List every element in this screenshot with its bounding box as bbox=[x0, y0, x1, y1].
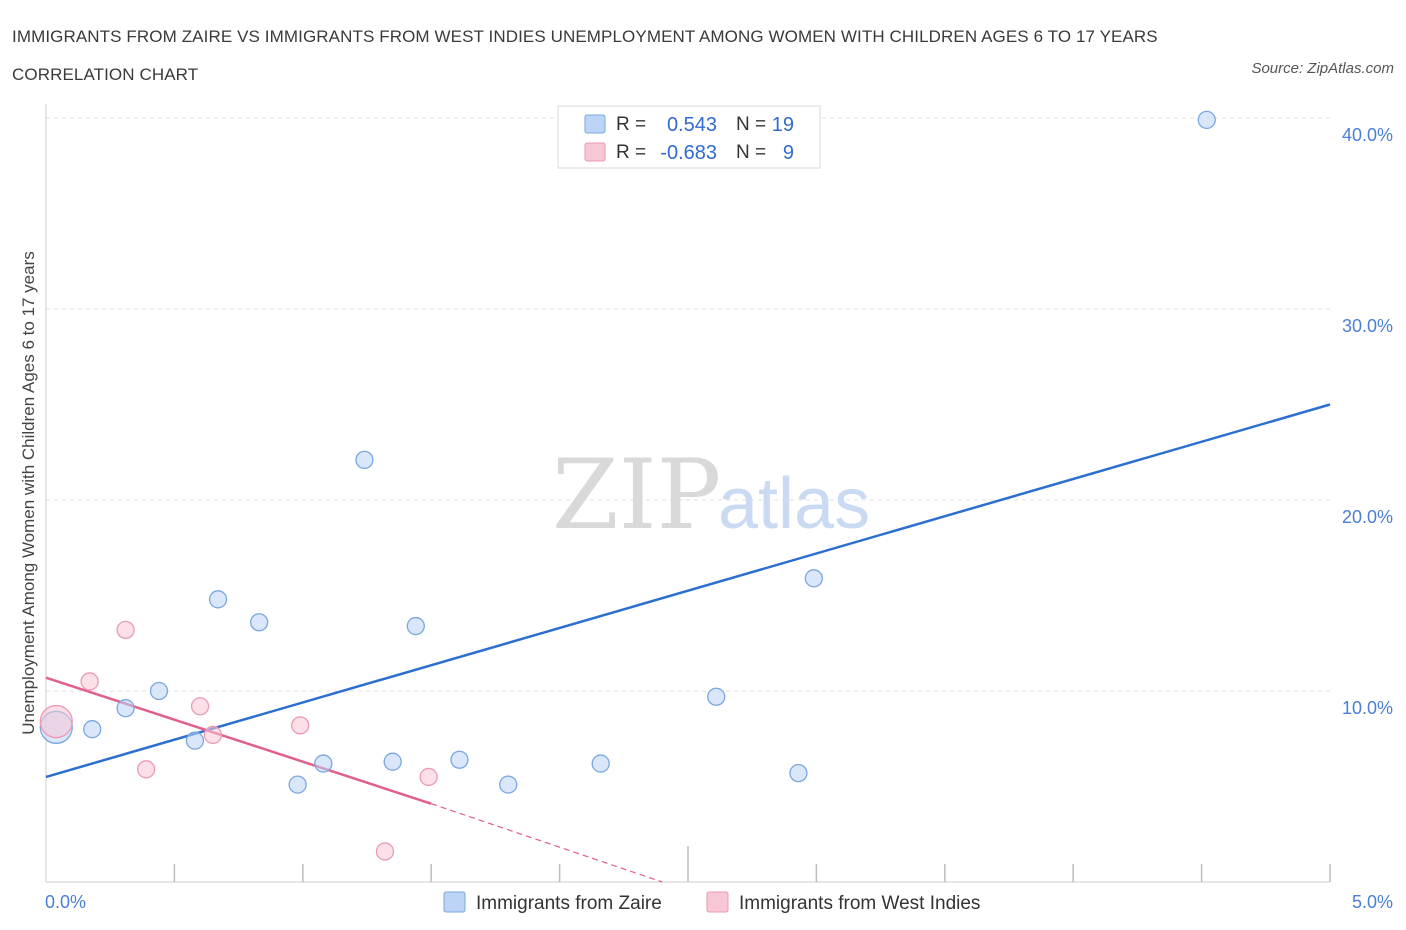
source-label: Source: ZipAtlas.com bbox=[1251, 60, 1394, 77]
series-legend: Immigrants from Zaire Immigrants from We… bbox=[443, 891, 980, 914]
data-point-zaire bbox=[591, 754, 610, 773]
data-point-westindies bbox=[137, 760, 156, 779]
data-point-westindies bbox=[203, 725, 223, 745]
data-point-zaire bbox=[1197, 110, 1216, 130]
watermark-zip: ZIP bbox=[552, 439, 721, 551]
trend-line-zaire bbox=[45, 403, 1331, 779]
data-point-westindies bbox=[80, 672, 99, 691]
series-legend-swatch-westindies bbox=[706, 891, 729, 913]
trend-lines bbox=[45, 403, 1331, 883]
series-legend-swatch-zaire bbox=[443, 891, 466, 913]
series-legend-label-zaire: Immigrants from Zaire bbox=[476, 893, 662, 914]
data-point-zaire bbox=[499, 775, 518, 794]
legend-swatch-westindies bbox=[584, 142, 606, 162]
data-point-zaire bbox=[149, 681, 169, 701]
data-point-westindies bbox=[190, 697, 210, 716]
data-point-zaire bbox=[314, 754, 333, 773]
x-tick-label-max: 5.0% bbox=[1352, 892, 1393, 912]
data-point-westindies bbox=[291, 716, 310, 735]
data-point-zaire bbox=[249, 613, 269, 632]
y-axis-label: Unemployment Among Women with Children A… bbox=[19, 251, 38, 735]
chart-title: IMMIGRANTS FROM ZAIRE VS IMMIGRANTS FROM… bbox=[12, 27, 1158, 84]
gridlines bbox=[46, 117, 1330, 692]
legend-n-label-1: N = bbox=[736, 114, 766, 135]
legend-r-value-1: 0.543 bbox=[667, 114, 717, 136]
data-point-zaire bbox=[288, 775, 307, 794]
data-point-westindies bbox=[39, 704, 73, 739]
axes bbox=[45, 104, 1331, 883]
data-point-zaire bbox=[383, 752, 402, 771]
y-tick-label: 10.0% bbox=[1342, 698, 1393, 718]
data-point-westindies bbox=[419, 767, 438, 787]
data-point-zaire bbox=[789, 763, 808, 783]
legend-r-value-2: -0.683 bbox=[660, 142, 717, 164]
data-point-zaire bbox=[450, 750, 469, 769]
legend-swatch-zaire bbox=[584, 114, 606, 134]
legend-n-value-2: 9 bbox=[783, 142, 794, 164]
data-point-westindies bbox=[375, 842, 395, 861]
data-point-zaire bbox=[185, 731, 205, 750]
legend-n-label-2: N = bbox=[736, 142, 766, 163]
data-point-zaire bbox=[208, 590, 228, 609]
y-tick-label: 40.0% bbox=[1342, 125, 1393, 145]
data-point-zaire bbox=[406, 616, 425, 636]
data-point-zaire bbox=[707, 687, 726, 706]
data-point-zaire bbox=[83, 720, 102, 739]
trend-line-extension-westindies bbox=[431, 803, 663, 883]
data-point-westindies bbox=[116, 620, 135, 640]
trend-line-westindies bbox=[45, 676, 432, 805]
data-point-zaire bbox=[804, 569, 823, 588]
watermark-atlas: atlas bbox=[718, 464, 870, 544]
stats-legend: R = 0.543 N = 19 R = -0.683 N = 9 bbox=[557, 105, 821, 169]
data-point-zaire bbox=[355, 450, 374, 470]
legend-n-value-1: 19 bbox=[772, 114, 794, 136]
x-tick-label-min: 0.0% bbox=[45, 892, 86, 912]
y-tick-label: 30.0% bbox=[1342, 316, 1393, 336]
y-tick-label: 20.0% bbox=[1342, 507, 1393, 527]
legend-r-label-2: R = bbox=[616, 142, 646, 163]
series-legend-label-westindies: Immigrants from West Indies bbox=[739, 893, 980, 914]
data-point-zaire bbox=[116, 699, 135, 718]
y-tick-labels: 10.0% 20.0% 30.0% 40.0% bbox=[1342, 125, 1393, 718]
legend-r-label-1: R = bbox=[616, 114, 646, 135]
data-points bbox=[39, 110, 1216, 861]
